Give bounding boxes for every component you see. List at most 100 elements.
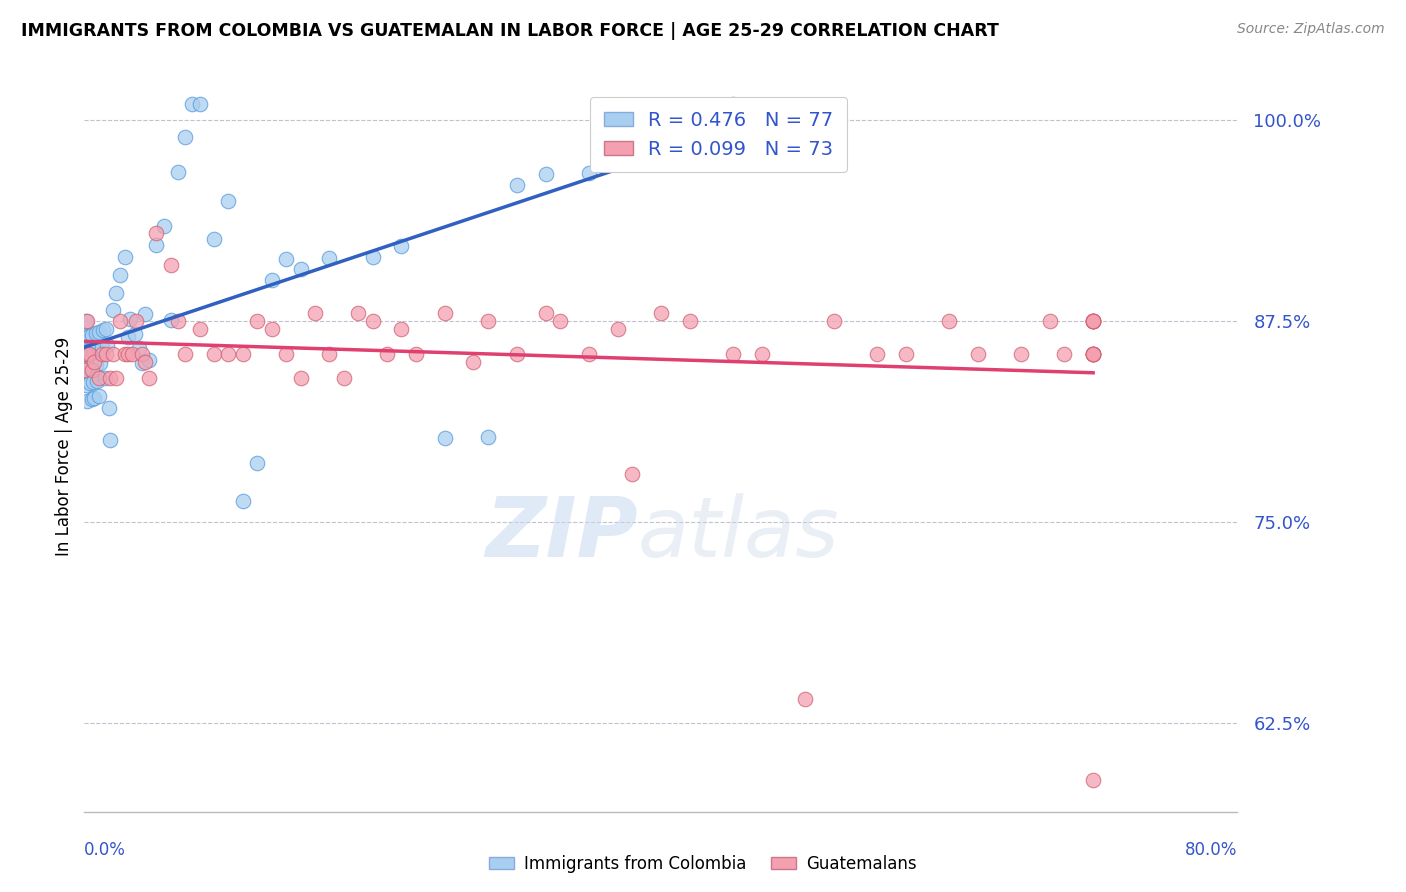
- Point: [80, 343, 103, 358]
- Point: [83, 343, 105, 357]
- Point: [1083, 346, 1105, 360]
- Point: [160, 258, 183, 272]
- Point: [110, 268, 132, 283]
- Point: [91, 323, 114, 337]
- Point: [76, 393, 98, 408]
- Point: [304, 306, 326, 320]
- Point: [751, 346, 773, 360]
- Point: [276, 252, 298, 266]
- Point: [80, 362, 103, 376]
- Point: [375, 346, 398, 360]
- Point: [84, 326, 107, 340]
- Point: [82, 343, 104, 358]
- Point: [110, 314, 132, 328]
- Point: [124, 326, 146, 341]
- Point: [679, 126, 702, 140]
- Point: [75, 330, 97, 344]
- Point: [433, 306, 456, 320]
- Point: [650, 137, 672, 152]
- Point: [506, 178, 529, 192]
- Point: [87, 325, 110, 339]
- Point: [218, 194, 240, 208]
- Point: [145, 238, 167, 252]
- Point: [246, 314, 269, 328]
- Point: [87, 389, 110, 403]
- Point: [188, 97, 211, 112]
- Point: [548, 314, 571, 328]
- Point: [967, 346, 990, 360]
- Point: [73, 362, 96, 376]
- Point: [117, 329, 139, 343]
- Point: [114, 251, 136, 265]
- Point: [89, 356, 111, 370]
- Point: [714, 112, 737, 127]
- Text: ZIP: ZIP: [485, 493, 638, 574]
- Point: [73, 362, 96, 376]
- Point: [80, 327, 103, 342]
- Point: [1083, 772, 1105, 787]
- Point: [1083, 314, 1105, 328]
- Point: [1039, 314, 1062, 328]
- Point: [938, 314, 960, 328]
- Point: [650, 306, 672, 320]
- Point: [1083, 346, 1105, 360]
- Point: [167, 165, 190, 179]
- Point: [83, 391, 105, 405]
- Point: [121, 346, 143, 360]
- Point: [73, 346, 96, 360]
- Point: [679, 314, 702, 328]
- Point: [361, 250, 384, 264]
- Point: [138, 353, 160, 368]
- Point: [134, 354, 156, 368]
- Legend: R = 0.476   N = 77, R = 0.099   N = 73: R = 0.476 N = 77, R = 0.099 N = 73: [591, 97, 846, 172]
- Point: [246, 456, 269, 470]
- Point: [90, 346, 112, 360]
- Point: [145, 226, 167, 240]
- Point: [202, 346, 225, 360]
- Point: [621, 467, 644, 482]
- Point: [76, 345, 98, 359]
- Point: [361, 314, 384, 328]
- Point: [96, 337, 118, 351]
- Point: [276, 346, 298, 360]
- Point: [97, 401, 120, 416]
- Point: [534, 167, 557, 181]
- Point: [76, 329, 98, 343]
- Point: [218, 346, 240, 360]
- Point: [77, 361, 100, 376]
- Point: [232, 493, 254, 508]
- Point: [79, 376, 101, 391]
- Point: [98, 433, 121, 447]
- Text: atlas: atlas: [638, 493, 839, 574]
- Point: [131, 356, 153, 370]
- Point: [90, 340, 112, 354]
- Point: [82, 376, 104, 390]
- Point: [174, 346, 197, 360]
- Point: [86, 374, 108, 388]
- Point: [77, 346, 100, 360]
- Point: [477, 430, 499, 444]
- Point: [134, 307, 156, 321]
- Point: [94, 322, 117, 336]
- Point: [76, 314, 98, 328]
- Point: [80, 392, 103, 406]
- Point: [114, 346, 136, 360]
- Y-axis label: In Labor Force | Age 25-29: In Labor Force | Age 25-29: [55, 336, 73, 556]
- Point: [260, 322, 283, 336]
- Point: [94, 346, 117, 360]
- Point: [103, 346, 124, 360]
- Point: [721, 346, 744, 360]
- Point: [1083, 346, 1105, 360]
- Point: [578, 346, 600, 360]
- Point: [721, 110, 744, 124]
- Point: [405, 346, 427, 360]
- Point: [333, 370, 356, 384]
- Text: Source: ZipAtlas.com: Source: ZipAtlas.com: [1237, 22, 1385, 37]
- Point: [391, 239, 413, 253]
- Point: [721, 110, 744, 124]
- Legend: Immigrants from Colombia, Guatemalans: Immigrants from Colombia, Guatemalans: [482, 848, 924, 880]
- Point: [86, 342, 108, 356]
- Point: [75, 378, 97, 392]
- Point: [117, 346, 139, 360]
- Point: [167, 314, 190, 328]
